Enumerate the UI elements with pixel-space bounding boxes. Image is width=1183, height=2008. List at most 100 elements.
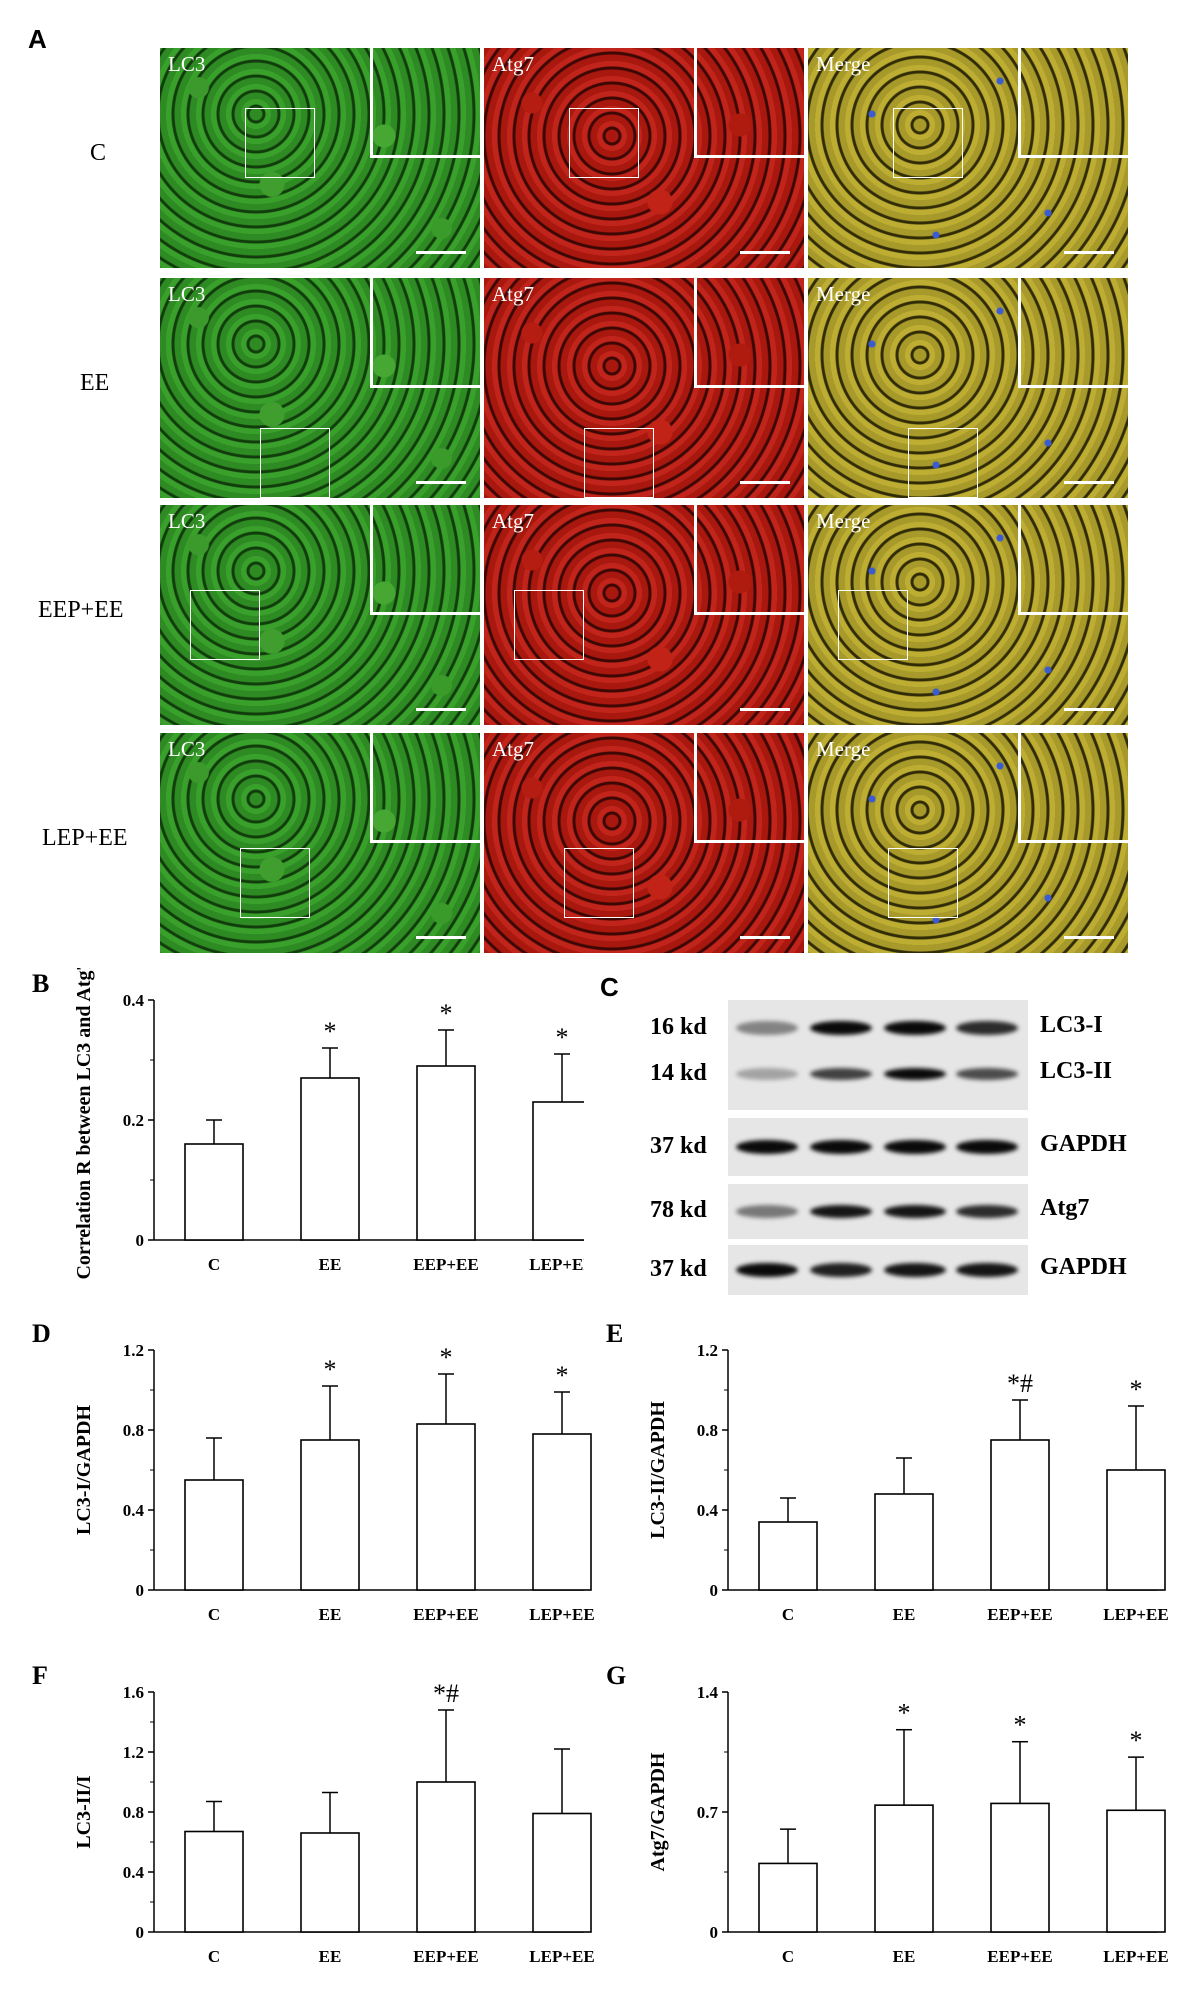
zoom-inset xyxy=(370,278,480,388)
x-tick-label: EEP+EE xyxy=(987,1947,1052,1966)
x-tick-label: LEP+EE xyxy=(1103,1947,1168,1966)
scale-bar xyxy=(740,481,790,484)
scale-bar xyxy=(1064,251,1114,254)
x-tick-label: EE xyxy=(893,1947,916,1966)
scale-bar xyxy=(740,936,790,939)
bar xyxy=(184,1479,244,1591)
blot-band xyxy=(736,1068,798,1080)
x-tick-label: EE xyxy=(319,1255,342,1274)
bar xyxy=(1106,1469,1166,1591)
blot-band xyxy=(736,1021,798,1035)
x-tick-label: LEP+EE xyxy=(529,1947,594,1966)
blot-strip xyxy=(728,1184,1028,1239)
blot-band xyxy=(884,1263,946,1277)
panel-a-letter: A xyxy=(28,24,47,54)
channel-label: Atg7 xyxy=(492,737,534,761)
channel-label: LC3 xyxy=(168,52,206,76)
bar xyxy=(184,1830,244,1933)
blot-strip xyxy=(728,1245,1028,1295)
zoom-inset xyxy=(370,733,480,843)
scale-bar xyxy=(416,251,466,254)
y-axis-label: LC3-I/GAPDH xyxy=(73,1405,95,1535)
significance-marker: * xyxy=(556,1023,569,1052)
y-tick-label: 0 xyxy=(710,1923,719,1942)
panel-letter: D xyxy=(32,1319,51,1348)
scale-bar xyxy=(416,936,466,939)
roi-box xyxy=(245,108,315,178)
blot-band xyxy=(736,1140,798,1154)
molecular-weight-label: 78 kd xyxy=(650,1197,707,1223)
y-tick-label: 1.2 xyxy=(123,1743,144,1762)
significance-marker: * xyxy=(1130,1726,1143,1755)
zoom-inset xyxy=(694,278,804,388)
roi-box xyxy=(240,848,310,918)
y-tick-label: 1.6 xyxy=(123,1683,144,1702)
molecular-weight-label: 16 kd xyxy=(650,1014,707,1040)
x-tick-label: EE xyxy=(319,1605,342,1624)
significance-marker: *# xyxy=(1007,1369,1033,1398)
row-label: C xyxy=(90,140,107,166)
y-tick-label: 0.4 xyxy=(123,1863,145,1882)
y-tick-label: 0 xyxy=(136,1231,145,1250)
protein-label: GAPDH xyxy=(1040,1254,1127,1280)
blot-band xyxy=(736,1204,798,1218)
micrograph-lc3: LC3 xyxy=(160,733,480,953)
row-label: LEP+EE xyxy=(42,825,128,851)
zoom-inset xyxy=(1018,505,1128,615)
bar xyxy=(532,1101,584,1241)
zoom-inset xyxy=(370,505,480,615)
x-tick-label: LEP+EE xyxy=(1103,1605,1168,1624)
blot-band xyxy=(810,1263,872,1277)
x-tick-label: C xyxy=(782,1605,794,1624)
bar xyxy=(874,1493,934,1591)
panel-letter: G xyxy=(606,1661,626,1690)
blot-band xyxy=(956,1140,1018,1154)
roi-box xyxy=(190,590,260,660)
y-tick-label: 0.2 xyxy=(123,1111,144,1130)
significance-marker: * xyxy=(898,1699,911,1728)
significance-marker: *# xyxy=(433,1679,459,1708)
y-tick-label: 0.4 xyxy=(123,1501,145,1520)
roi-box xyxy=(564,848,634,918)
channel-label: LC3 xyxy=(168,509,206,533)
x-tick-label: C xyxy=(208,1255,220,1274)
channel-label: Atg7 xyxy=(492,282,534,306)
y-tick-label: 0.8 xyxy=(697,1421,718,1440)
y-tick-label: 0 xyxy=(136,1581,145,1600)
bar xyxy=(532,1812,592,1933)
micrograph-atg7: Atg7 xyxy=(484,733,804,953)
zoom-inset xyxy=(370,48,480,158)
micrograph-lc3: LC3 xyxy=(160,505,480,725)
bar xyxy=(758,1521,818,1591)
protein-label: LC3-II xyxy=(1040,1058,1113,1084)
channel-label: Merge xyxy=(816,509,871,533)
molecular-weight-label: 14 kd xyxy=(650,1060,707,1086)
protein-label: Atg7 xyxy=(1040,1195,1090,1221)
scale-bar xyxy=(1064,481,1114,484)
y-tick-label: 0.4 xyxy=(697,1501,719,1520)
scale-bar xyxy=(416,481,466,484)
micrograph-atg7: Atg7 xyxy=(484,505,804,725)
bar xyxy=(990,1439,1050,1591)
panel-letter: B xyxy=(32,969,49,998)
x-tick-label: EE xyxy=(319,1947,342,1966)
blot-band xyxy=(884,1021,946,1035)
chart-b: B 0 0.2 0.4 Correlation R between LC3 and At… xyxy=(32,968,584,1280)
roi-box xyxy=(838,590,908,660)
micrograph-merge: Merge xyxy=(808,48,1128,268)
significance-marker: * xyxy=(440,999,453,1028)
x-tick-label: C xyxy=(208,1947,220,1966)
protein-label: LC3-I xyxy=(1040,1012,1103,1038)
channel-label: Merge xyxy=(816,282,871,306)
zoom-inset xyxy=(1018,278,1128,388)
bar xyxy=(300,1077,360,1241)
significance-marker: * xyxy=(556,1361,569,1390)
bar xyxy=(1106,1809,1166,1933)
blot-band xyxy=(810,1204,872,1218)
blot-band xyxy=(810,1068,872,1080)
blot-band xyxy=(956,1021,1018,1035)
blot-band xyxy=(956,1263,1018,1277)
x-tick-label: EEP+EE xyxy=(987,1605,1052,1624)
zoom-inset xyxy=(694,733,804,843)
bar xyxy=(416,1423,476,1591)
